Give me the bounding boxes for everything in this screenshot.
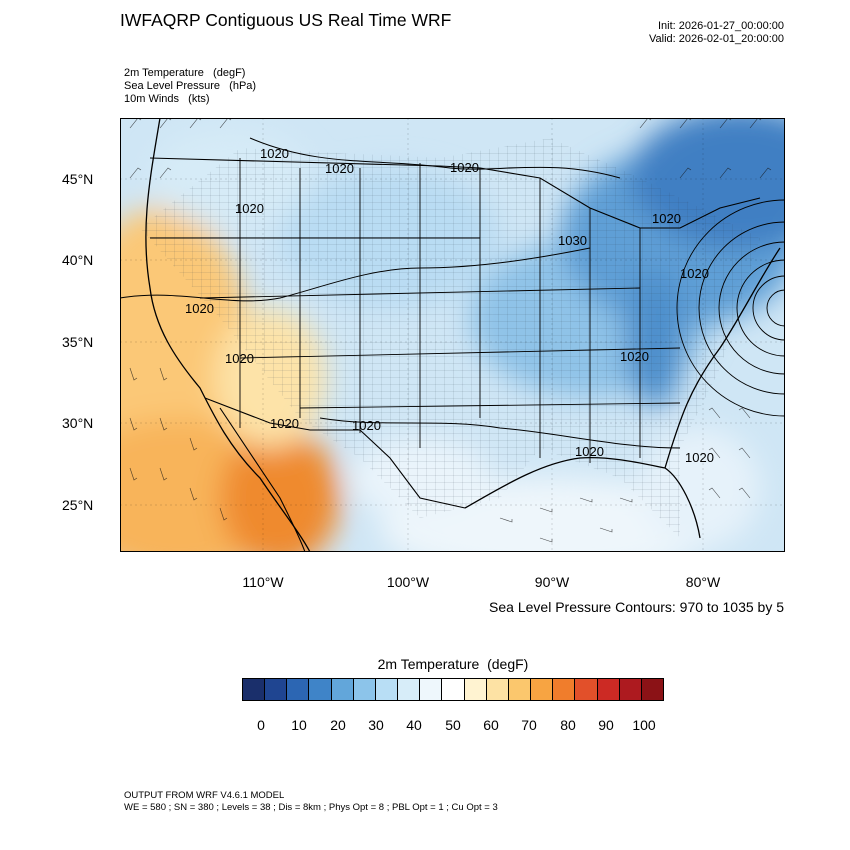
lon-label: 100°W: [386, 574, 430, 590]
atlantic-coast: [664, 247, 781, 469]
lat-label: 35°N: [62, 334, 94, 350]
wind-barbs: [129, 118, 772, 543]
coastal-low-isobars: [676, 199, 785, 417]
isobar-label: 1020: [270, 416, 299, 431]
isobar-label: 1020: [235, 201, 264, 216]
lat-label: 30°N: [62, 415, 94, 431]
colorbar-swatch: [420, 679, 443, 700]
colorbar-swatch: [265, 679, 288, 700]
colorbar-swatch: [597, 679, 620, 700]
isobar-label: 1030: [558, 233, 587, 248]
colorbar-swatch: [531, 679, 554, 700]
lon-label: 110°W: [242, 574, 284, 590]
colorbar-label: 90: [598, 717, 614, 733]
model-settings-footer: WE = 580 ; SN = 380 ; Levels = 38 ; Dis …: [124, 802, 498, 813]
colorbar-swatch: [243, 679, 266, 700]
coastline-west: [145, 118, 311, 552]
colorbar-label: 80: [560, 717, 576, 733]
isobar-label: 1020: [352, 418, 381, 433]
isobar-label: 1020: [225, 351, 254, 366]
variable-label-temperature: 2m Temperature (degF): [124, 67, 246, 79]
colorbar-swatch: [619, 679, 642, 700]
colorbar-label: 100: [632, 717, 656, 733]
gulf-coast: [464, 457, 701, 539]
isobar-label: 1020: [575, 444, 604, 459]
lat-label: 45°N: [62, 171, 94, 187]
variable-label-pressure: Sea Level Pressure (hPa): [124, 80, 257, 92]
map-frame: [120, 118, 785, 552]
lat-label: 40°N: [62, 252, 94, 268]
contour-note: Sea Level Pressure Contours: 970 to 1035…: [489, 599, 784, 615]
colorbar-label: 20: [330, 717, 346, 733]
isobar-label: 1020: [685, 450, 714, 465]
model-footer: OUTPUT FROM WRF V4.6.1 MODEL: [124, 790, 285, 801]
lat-label: 25°N: [62, 497, 94, 513]
colorbar-swatch: [287, 679, 310, 700]
colorbar-swatch: [464, 679, 487, 700]
lon-label: 90°W: [534, 574, 570, 590]
graticule: [120, 118, 785, 552]
colorbar-swatch: [486, 679, 509, 700]
map-title: IWFAQRP Contiguous US Real Time WRF: [120, 10, 452, 30]
variable-label-winds: 10m Winds (kts): [124, 93, 210, 105]
colorbar-swatch: [331, 679, 354, 700]
isobar-label: 1020: [680, 266, 709, 281]
colorbar-swatch: [375, 679, 399, 700]
isobar-label: 1020: [320, 118, 349, 121]
weather-map: 1020 1020 1020 1020 1030 1020 1020 1020 …: [120, 118, 785, 552]
colorbar-label: 60: [483, 717, 499, 733]
colorbar-label: 50: [445, 717, 461, 733]
isobar-label: 1020: [450, 160, 479, 175]
isobar-label: 1020: [652, 211, 681, 226]
colorbar-swatch: [575, 679, 598, 700]
colorbar-label: 10: [291, 717, 307, 733]
isobars: [120, 137, 681, 449]
colorbar-label: 70: [521, 717, 537, 733]
colorbar-swatch: [442, 679, 465, 700]
colorbar-swatch: [553, 679, 576, 700]
colorbar-label: 0: [257, 717, 265, 733]
isobar-label: 1020: [255, 118, 284, 121]
hot-mexico-region: [220, 428, 340, 552]
colorbar: [242, 678, 664, 701]
colorbar-label: 40: [406, 717, 422, 733]
init-time: Init: 2026-01-27_00:00:00: [658, 20, 784, 32]
colorbar-swatch: [641, 679, 663, 700]
isobar-label: 1020: [325, 161, 354, 176]
colorbar-swatch: [508, 679, 532, 700]
isobar-label: 1020: [185, 301, 214, 316]
colorbar-title: 2m Temperature (degF): [377, 656, 529, 672]
colorbar-swatch: [353, 679, 376, 700]
colorbar-swatch: [309, 679, 332, 700]
baja-peninsula: [219, 407, 306, 552]
isobar-label: 1020: [620, 349, 649, 364]
colorbar-swatch: [398, 679, 421, 700]
valid-time: Valid: 2026-02-01_20:00:00: [649, 33, 784, 45]
isobar-label: 1020: [260, 146, 289, 161]
lon-label: 80°W: [685, 574, 721, 590]
colorbar-label: 30: [368, 717, 384, 733]
